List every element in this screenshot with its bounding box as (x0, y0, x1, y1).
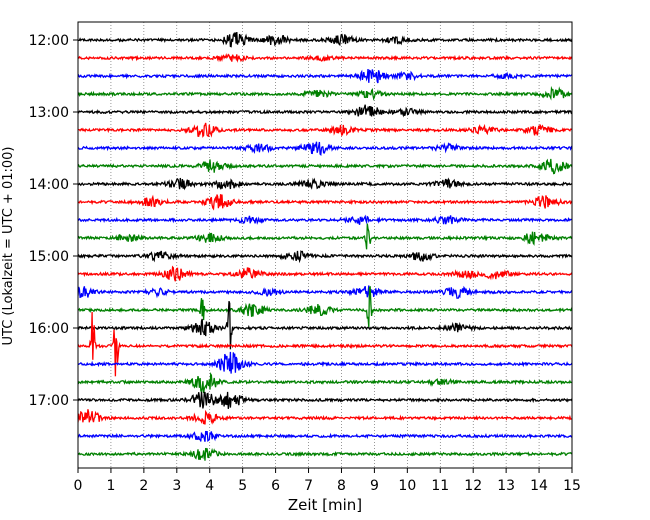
y-axis-label: UTC (Lokalzeit = UTC + 01:00) (1, 147, 16, 346)
trace-row-1215 (78, 53, 572, 63)
trace-row-1700 (78, 391, 572, 409)
y-tick-label: 16:00 (29, 321, 69, 337)
trace-row-1630 (78, 351, 572, 374)
trace-row-1300 (78, 104, 572, 118)
x-tick-label: 8 (337, 478, 346, 494)
x-grid-lines (110, 22, 540, 468)
trace-row-1600 (78, 300, 572, 350)
x-tick-label: 9 (370, 478, 379, 494)
x-tick-label: 11 (431, 478, 449, 494)
x-tick-label: 6 (271, 478, 280, 494)
trace-row-1530 (78, 285, 572, 299)
trace-row-1400 (78, 177, 572, 191)
x-axis-label: Zeit [min] (288, 496, 362, 514)
trace-row-1230 (78, 68, 572, 84)
trace-row-1500 (78, 250, 572, 264)
y-axis-ticks: 12:00 13:00 14:00 15:00 16:00 17:00 (29, 33, 78, 409)
trace-row-1330 (78, 141, 572, 156)
y-tick-label: 13:00 (29, 105, 69, 121)
trace-row-1645 (78, 372, 572, 395)
y-tick-label: 15:00 (29, 249, 69, 265)
x-tick-label: 5 (238, 478, 247, 494)
trace-row-1715 (78, 409, 572, 425)
trace-row-1315 (78, 122, 572, 138)
y-tick-label: 12:00 (29, 33, 69, 49)
y-tick-label: 17:00 (29, 393, 69, 409)
x-tick-label: 13 (497, 478, 515, 494)
x-tick-label: 0 (74, 478, 83, 494)
x-tick-label: 15 (563, 478, 581, 494)
x-tick-label: 10 (398, 478, 416, 494)
x-axis-ticks: 0 1 2 3 4 5 6 7 8 9 10 11 12 13 14 15 (74, 468, 581, 494)
x-tick-label: 7 (304, 478, 313, 494)
x-tick-label: 3 (172, 478, 181, 494)
trace-row-1430 (78, 214, 572, 225)
trace-row-1345 (78, 158, 572, 175)
x-tick-label: 14 (530, 478, 548, 494)
trace-row-1445 (78, 223, 572, 250)
x-tick-label: 2 (139, 478, 148, 494)
trace-row-1200 (78, 31, 572, 48)
trace-row-1245 (78, 85, 572, 101)
trace-row-1545 (78, 286, 572, 328)
trace-row-1415 (78, 194, 572, 211)
trace-row-1745 (78, 447, 572, 461)
trace-row-1615 (78, 311, 572, 377)
trace-row-1515 (78, 265, 572, 282)
plot-frame (77, 21, 573, 469)
x-tick-label: 12 (464, 478, 482, 494)
trace-row-1730 (78, 430, 572, 443)
y-tick-label: 14:00 (29, 177, 69, 193)
seismic-traces (78, 31, 572, 461)
x-tick-label: 1 (106, 478, 115, 494)
x-tick-label: 4 (205, 478, 214, 494)
